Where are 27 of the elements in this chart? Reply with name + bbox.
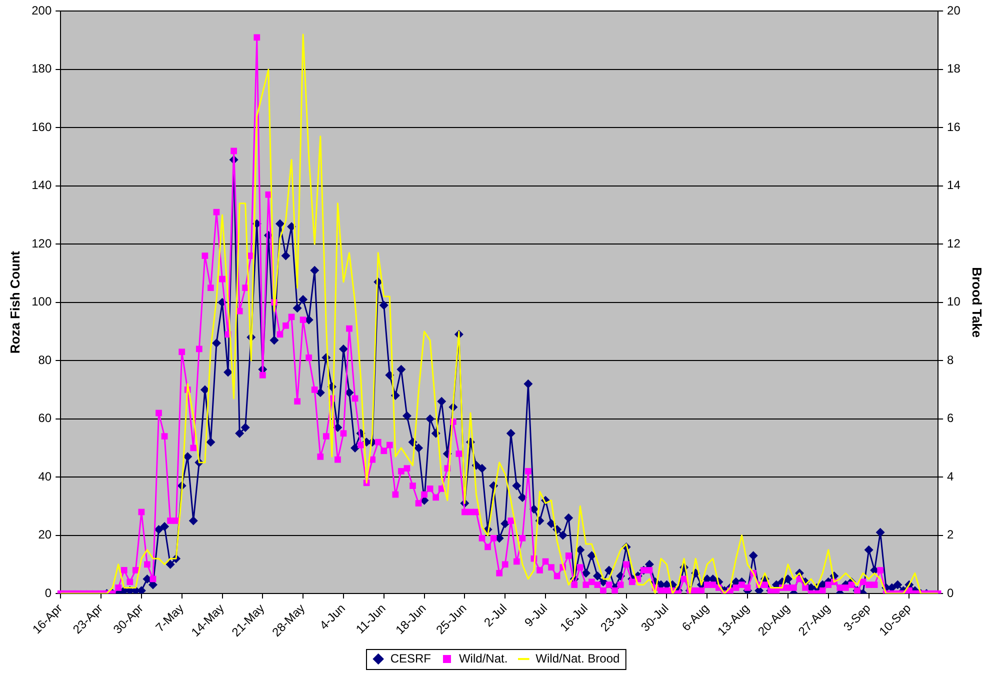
y2-tick-label: 8 — [947, 352, 954, 367]
y-tick-label: 160 — [32, 120, 52, 134]
y-tick-label: 200 — [32, 4, 52, 18]
y-axis-title: Roza Fish Count — [7, 250, 22, 354]
y2-tick-label: 6 — [947, 411, 954, 426]
y-tick-label: 80 — [38, 352, 52, 367]
y2-axis-title: Brood Take — [970, 267, 985, 338]
y2-tick-label: 4 — [947, 469, 954, 484]
y2-tick-label: 20 — [947, 4, 961, 18]
y-tick-label: 120 — [32, 236, 52, 250]
y-tick-label: 60 — [38, 411, 52, 426]
y-tick-label: 180 — [32, 62, 52, 76]
y-tick-label: 40 — [38, 469, 52, 484]
y-tick-label: 100 — [32, 294, 52, 309]
y2-tick-label: 2 — [947, 528, 954, 542]
y2-tick-label: 12 — [947, 236, 961, 250]
y2-tick-label: 18 — [947, 62, 961, 76]
y-tick-label: 140 — [32, 178, 52, 192]
legend-label: CESRF — [390, 651, 431, 666]
legend-label: Wild/Nat. Brood — [536, 651, 620, 666]
y-tick-label: 20 — [38, 528, 52, 542]
y2-tick-label: 10 — [947, 294, 961, 309]
y-tick-label: 0 — [44, 586, 52, 600]
y2-tick-label: 14 — [947, 178, 961, 192]
legend-label: Wild/Nat. — [458, 651, 508, 666]
y2-tick-label: 0 — [947, 586, 954, 600]
y2-tick-label: 16 — [947, 120, 961, 134]
